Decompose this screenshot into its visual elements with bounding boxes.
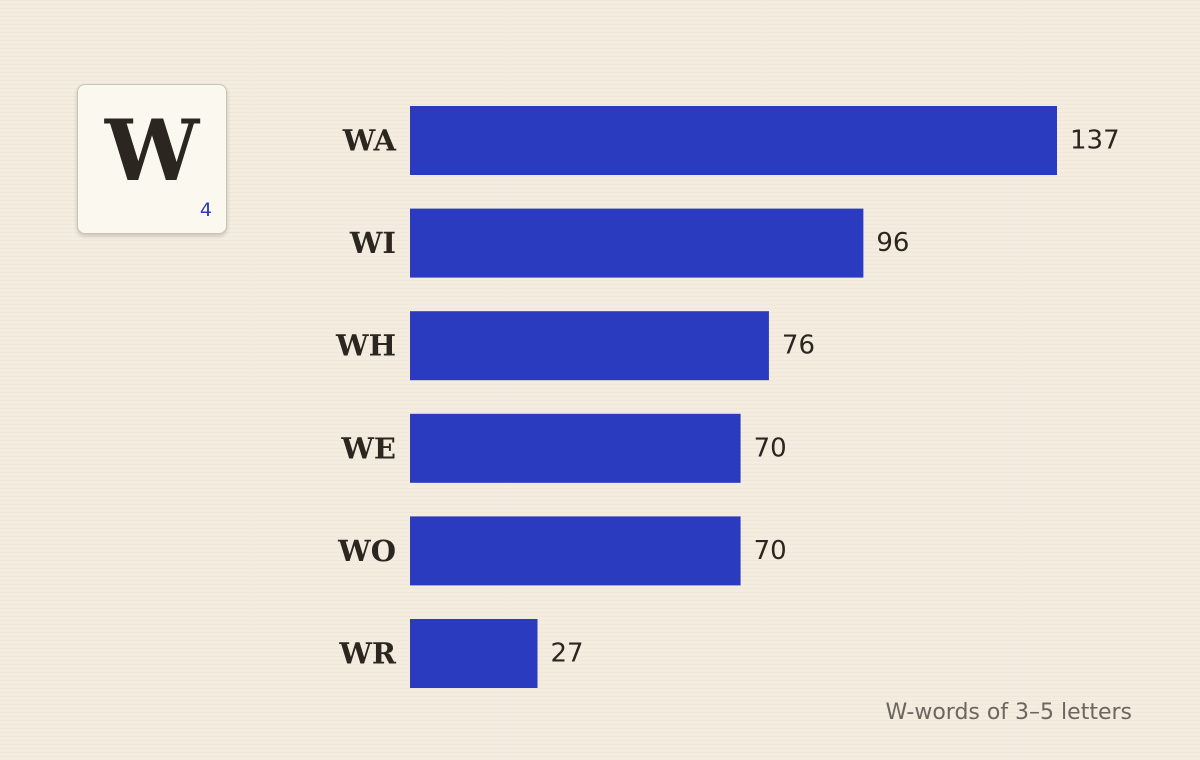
value-label-wi: 96 <box>876 228 909 258</box>
value-label-we: 70 <box>754 433 787 463</box>
bar-wo <box>410 516 741 586</box>
bar-wa <box>410 106 1057 175</box>
value-label-wo: 70 <box>754 536 787 566</box>
category-label-we: WE <box>340 431 396 465</box>
tile-letter: W <box>104 101 200 200</box>
bar-we <box>410 413 741 483</box>
value-label-wr: 27 <box>551 639 584 669</box>
value-label-wh: 76 <box>782 331 815 361</box>
category-label-wh: WH <box>335 329 396 363</box>
category-label-wa: WA <box>342 124 397 158</box>
category-label-wo: WO <box>337 534 396 568</box>
category-label-wr: WR <box>338 637 397 671</box>
bar-wr <box>410 619 538 688</box>
letter-tile: W 4 <box>77 84 227 234</box>
tile-score: 4 <box>199 199 212 221</box>
value-label-wa: 137 <box>1070 126 1120 156</box>
chart-caption: W-words of 3–5 letters <box>885 700 1132 725</box>
bar-wi <box>410 208 864 278</box>
category-label-wi: WI <box>349 226 396 260</box>
bar-wh <box>410 311 769 381</box>
